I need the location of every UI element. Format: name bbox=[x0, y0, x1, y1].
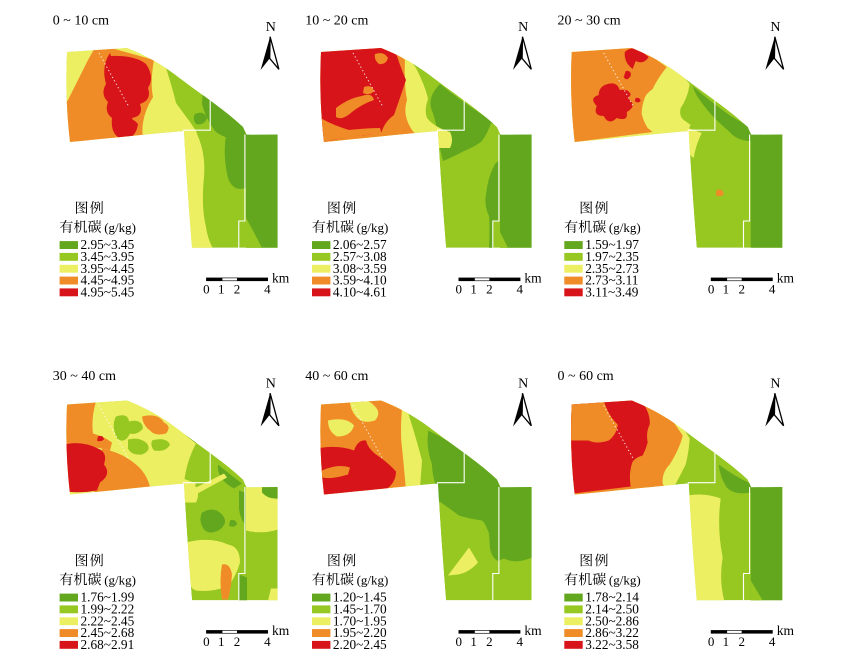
svg-text:2: 2 bbox=[486, 634, 493, 649]
svg-text:2.45~2.68: 2.45~2.68 bbox=[81, 625, 135, 640]
svg-text:1.97~2.35: 1.97~2.35 bbox=[585, 249, 639, 264]
svg-text:km: km bbox=[524, 623, 542, 638]
svg-text:2.20~2.45: 2.20~2.45 bbox=[333, 637, 387, 652]
svg-text:4: 4 bbox=[264, 634, 271, 649]
svg-text:km: km bbox=[777, 623, 795, 638]
svg-text:km: km bbox=[777, 270, 795, 285]
svg-text:km: km bbox=[272, 270, 290, 285]
svg-text:0: 0 bbox=[708, 281, 715, 296]
svg-text:2.86~3.22: 2.86~3.22 bbox=[585, 625, 639, 640]
svg-text:2.22~2.45: 2.22~2.45 bbox=[81, 613, 135, 628]
svg-text:2.14~2.50: 2.14~2.50 bbox=[585, 601, 639, 616]
svg-text:4: 4 bbox=[769, 634, 776, 649]
svg-text:3.95~4.45: 3.95~4.45 bbox=[81, 261, 135, 276]
svg-text:4.95~5.45: 4.95~5.45 bbox=[81, 284, 135, 299]
svg-text:1.45~1.70: 1.45~1.70 bbox=[333, 601, 387, 616]
svg-text:2.68~2.91: 2.68~2.91 bbox=[81, 637, 135, 652]
svg-text:3.59~4.10: 3.59~4.10 bbox=[333, 273, 387, 288]
svg-text:(g/kg): (g/kg) bbox=[609, 220, 641, 235]
svg-text:4: 4 bbox=[517, 281, 524, 296]
svg-text:1.99~2.22: 1.99~2.22 bbox=[81, 601, 135, 616]
svg-text:1: 1 bbox=[218, 281, 225, 296]
svg-text:1: 1 bbox=[218, 634, 225, 649]
svg-text:1: 1 bbox=[470, 634, 477, 649]
svg-text:2.50~2.86: 2.50~2.86 bbox=[585, 613, 639, 628]
svg-text:km: km bbox=[272, 623, 290, 638]
svg-text:2: 2 bbox=[234, 634, 241, 649]
svg-text:1.76~1.99: 1.76~1.99 bbox=[81, 590, 135, 605]
svg-text:0: 0 bbox=[708, 634, 715, 649]
svg-text:1.59~1.97: 1.59~1.97 bbox=[585, 237, 639, 252]
svg-text:2: 2 bbox=[234, 281, 241, 296]
svg-text:30 ~ 40 cm: 30 ~ 40 cm bbox=[53, 369, 116, 384]
svg-text:1: 1 bbox=[723, 634, 730, 649]
svg-text:3.22~3.58: 3.22~3.58 bbox=[585, 637, 639, 652]
svg-text:1: 1 bbox=[470, 281, 477, 296]
svg-text:N: N bbox=[518, 20, 528, 35]
svg-text:2: 2 bbox=[738, 634, 745, 649]
svg-text:1: 1 bbox=[723, 281, 730, 296]
svg-text:2.06~2.57: 2.06~2.57 bbox=[333, 237, 387, 252]
svg-text:2.73~3.11: 2.73~3.11 bbox=[585, 273, 638, 288]
svg-text:(g/kg): (g/kg) bbox=[104, 220, 136, 235]
svg-text:3.45~3.95: 3.45~3.95 bbox=[81, 249, 135, 264]
svg-text:0: 0 bbox=[203, 281, 210, 296]
svg-text:0: 0 bbox=[456, 634, 463, 649]
svg-text:3.11~3.49: 3.11~3.49 bbox=[585, 284, 639, 299]
svg-text:N: N bbox=[518, 377, 528, 392]
svg-text:40 ~ 60 cm: 40 ~ 60 cm bbox=[305, 369, 368, 384]
svg-text:4.45~4.95: 4.45~4.95 bbox=[81, 273, 135, 288]
svg-text:20 ~ 30 cm: 20 ~ 30 cm bbox=[558, 14, 621, 29]
svg-text:1.78~2.14: 1.78~2.14 bbox=[585, 590, 639, 605]
svg-text:N: N bbox=[266, 377, 276, 392]
svg-text:(g/kg): (g/kg) bbox=[609, 572, 641, 587]
svg-text:2: 2 bbox=[738, 281, 745, 296]
svg-text:0 ~ 10 cm: 0 ~ 10 cm bbox=[53, 14, 109, 29]
svg-text:0: 0 bbox=[456, 281, 463, 296]
svg-text:3.08~3.59: 3.08~3.59 bbox=[333, 261, 387, 276]
svg-text:4: 4 bbox=[769, 281, 776, 296]
svg-text:N: N bbox=[770, 20, 780, 35]
svg-text:2.35~2.73: 2.35~2.73 bbox=[585, 261, 639, 276]
svg-text:N: N bbox=[770, 377, 780, 392]
svg-text:1.20~1.45: 1.20~1.45 bbox=[333, 590, 387, 605]
svg-text:N: N bbox=[266, 20, 276, 35]
svg-text:0: 0 bbox=[203, 634, 210, 649]
svg-text:2.95~3.45: 2.95~3.45 bbox=[81, 237, 135, 252]
svg-text:km: km bbox=[524, 270, 542, 285]
svg-text:2: 2 bbox=[486, 281, 493, 296]
svg-text:1.95~2.20: 1.95~2.20 bbox=[333, 625, 387, 640]
svg-text:10 ~ 20 cm: 10 ~ 20 cm bbox=[305, 14, 368, 29]
svg-text:4: 4 bbox=[264, 281, 271, 296]
svg-text:(g/kg): (g/kg) bbox=[357, 572, 389, 587]
svg-text:4: 4 bbox=[517, 634, 524, 649]
svg-text:1.70~1.95: 1.70~1.95 bbox=[333, 613, 387, 628]
svg-text:4.10~4.61: 4.10~4.61 bbox=[333, 284, 387, 299]
svg-text:0 ~ 60 cm: 0 ~ 60 cm bbox=[558, 369, 614, 384]
svg-text:2.57~3.08: 2.57~3.08 bbox=[333, 249, 387, 264]
svg-text:(g/kg): (g/kg) bbox=[357, 220, 389, 235]
svg-text:(g/kg): (g/kg) bbox=[104, 572, 136, 587]
